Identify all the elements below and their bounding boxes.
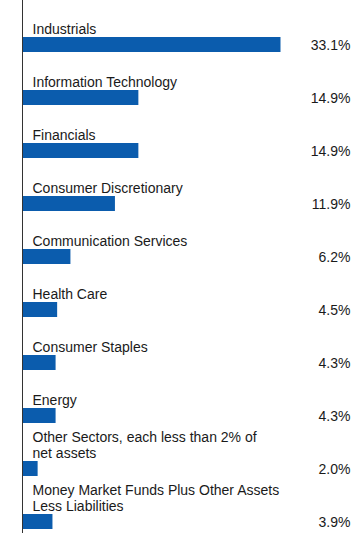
svg-text:3.9%: 3.9% (319, 514, 351, 530)
svg-text:Money Market Funds Plus Other: Money Market Funds Plus Other AssetsLess… (33, 482, 280, 514)
svg-text:14.9%: 14.9% (311, 90, 351, 106)
svg-text:Other Sectors, each less than: Other Sectors, each less than 2% ofnet a… (33, 429, 257, 461)
svg-text:Industrials: Industrials (33, 21, 97, 37)
svg-text:Information Technology: Information Technology (33, 74, 178, 90)
svg-text:4.3%: 4.3% (319, 355, 351, 371)
svg-text:Communication Services: Communication Services (33, 233, 188, 249)
svg-text:33.1%: 33.1% (311, 37, 351, 53)
svg-text:Energy: Energy (33, 392, 77, 408)
svg-text:11.9%: 11.9% (312, 196, 351, 212)
svg-text:Financials: Financials (33, 127, 96, 143)
svg-text:6.2%: 6.2% (319, 249, 351, 265)
svg-text:4.5%: 4.5% (319, 302, 351, 318)
svg-text:Consumer Staples: Consumer Staples (33, 339, 148, 355)
svg-text:2.0%: 2.0% (319, 461, 351, 477)
svg-text:4.3%: 4.3% (319, 408, 351, 424)
svg-text:Consumer Discretionary: Consumer Discretionary (33, 180, 183, 196)
svg-text:Health Care: Health Care (33, 286, 108, 302)
svg-text:14.9%: 14.9% (311, 143, 351, 159)
